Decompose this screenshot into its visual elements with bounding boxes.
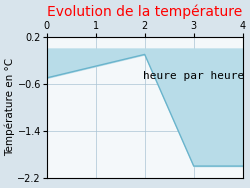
Text: heure par heure: heure par heure (143, 71, 244, 81)
Title: Evolution de la température: Evolution de la température (47, 4, 242, 19)
Y-axis label: Température en °C: Température en °C (4, 58, 15, 156)
